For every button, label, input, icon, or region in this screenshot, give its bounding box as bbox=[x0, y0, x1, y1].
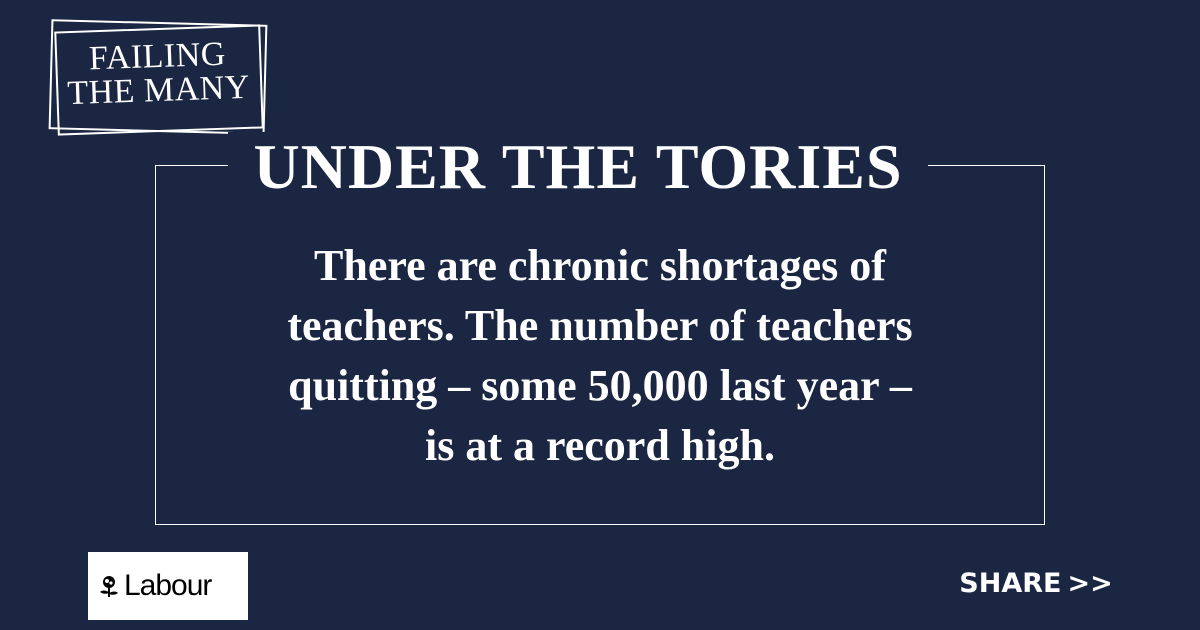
failing-the-many-stamp: FAILING THE MANY bbox=[48, 19, 270, 136]
body-line-1: There are chronic shortages of bbox=[314, 241, 886, 290]
body-line-3: quitting – some 50,000 last year – bbox=[288, 361, 912, 410]
logo-text: Labour bbox=[124, 569, 212, 602]
stamp-text: FAILING THE MANY bbox=[49, 36, 267, 113]
headline: UNDER THE TORIES bbox=[253, 131, 903, 202]
body-line-2: teachers. The number of teachers bbox=[287, 301, 913, 350]
rose-icon bbox=[100, 576, 118, 597]
share-button[interactable]: SHARE >> bbox=[946, 548, 1126, 618]
body-line-4: is at a record high. bbox=[425, 421, 775, 470]
labour-logo: Labour bbox=[88, 552, 248, 620]
stamp-line-2: THE MANY bbox=[66, 68, 251, 113]
share-arrows: >> bbox=[1067, 567, 1113, 599]
headline-container: UNDER THE TORIES bbox=[228, 132, 928, 202]
body-text: There are chronic shortages of teachers.… bbox=[200, 236, 1000, 476]
share-label: SHARE bbox=[959, 567, 1062, 599]
